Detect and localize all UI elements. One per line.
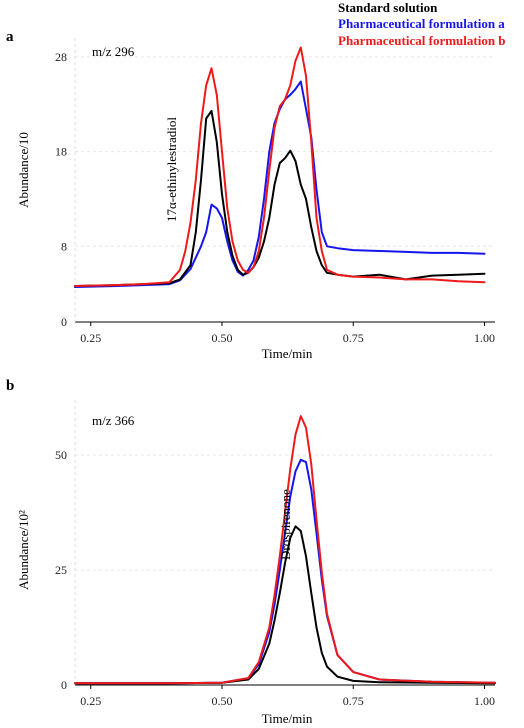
panel-b-x-tick-label: 1.00 bbox=[474, 694, 495, 708]
panel-a-x-tick-label: 0.75 bbox=[343, 331, 364, 345]
legend: Standard solution Pharmaceutical formula… bbox=[338, 0, 506, 48]
panel-b-x-ticks: 0.25 0.50 0.75 1.00 bbox=[80, 685, 495, 708]
panel-b-x-axis-label: Time/min bbox=[262, 711, 313, 726]
panel-a-y-tick-label: 8 bbox=[61, 239, 67, 253]
panel-a-x-ticks: 0.25 0.50 0.75 1.00 bbox=[80, 322, 495, 345]
panel-a-x-tick-label: 1.00 bbox=[474, 331, 495, 345]
panel-b-series bbox=[74, 415, 496, 685]
panel-a-y-ticks: 0 8 18 28 bbox=[55, 50, 67, 329]
panel-a-y-tick-label: 18 bbox=[55, 145, 67, 159]
panel-b-gridlines bbox=[75, 454, 495, 571]
panel-a-series bbox=[74, 46, 486, 288]
panel-b-y-axis-label: Abundance/10² bbox=[16, 510, 31, 590]
panel-a-peak-annotation: 17α-ethinylestradiol bbox=[164, 117, 179, 222]
panel-letter-b: b bbox=[6, 378, 14, 394]
panel-b-y-tick-label: 50 bbox=[55, 448, 67, 462]
panel-a-mz-label: m/z 296 bbox=[92, 44, 135, 59]
panel-a-y-tick-label: 0 bbox=[61, 315, 67, 329]
panel-b-series-standard-solution bbox=[74, 525, 496, 685]
panel-b-y-tick-label: 0 bbox=[61, 678, 67, 692]
panel-a-y-axis-label: Abundance/10 bbox=[16, 132, 31, 208]
legend-standard-solution: Standard solution bbox=[338, 0, 438, 15]
panel-letter-a: a bbox=[6, 29, 14, 45]
panel-a-x-tick-label: 0.50 bbox=[212, 331, 233, 345]
panel-b-y-tick-label: 25 bbox=[55, 563, 67, 577]
panel-b-x-tick-label: 0.50 bbox=[212, 694, 233, 708]
panel-b-mz-label: m/z 366 bbox=[92, 413, 135, 428]
panel-b-chart: b 0 25 50 0.25 0.50 0.75 1.00 m/z 366 Drospir… bbox=[6, 378, 496, 726]
panel-a-series-pharmaceutical-formulation-b bbox=[74, 46, 486, 287]
panel-a-series-standard-solution bbox=[74, 109, 486, 287]
panel-b-series-pharmaceutical-formulation-b bbox=[74, 415, 496, 685]
panel-a-y-tick-label: 28 bbox=[55, 50, 67, 64]
panel-b-x-tick-label: 0.25 bbox=[80, 694, 101, 708]
panel-b-y-ticks: 0 25 50 bbox=[55, 448, 67, 692]
panel-a-series-pharmaceutical-formulation-a bbox=[74, 80, 486, 288]
panel-a-gridlines bbox=[75, 56, 495, 247]
panel-a-x-axis-label: Time/min bbox=[262, 346, 313, 361]
legend-formulation-b: Pharmaceutical formulation b bbox=[338, 33, 506, 48]
panel-b-peak-annotation: Drospirenone bbox=[278, 489, 293, 560]
panel-a-chart: a 0 8 18 28 0.25 0.50 0.75 1.00 m/z 296 17α-et… bbox=[6, 29, 495, 361]
panel-a-x-tick-label: 0.25 bbox=[80, 331, 101, 345]
panel-b-x-tick-label: 0.75 bbox=[343, 694, 364, 708]
legend-formulation-a: Pharmaceutical formulation a bbox=[338, 16, 505, 31]
